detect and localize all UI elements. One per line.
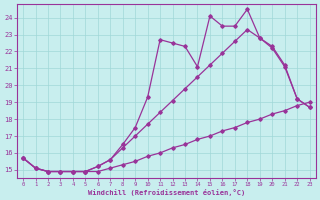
X-axis label: Windchill (Refroidissement éolien,°C): Windchill (Refroidissement éolien,°C)	[88, 189, 245, 196]
